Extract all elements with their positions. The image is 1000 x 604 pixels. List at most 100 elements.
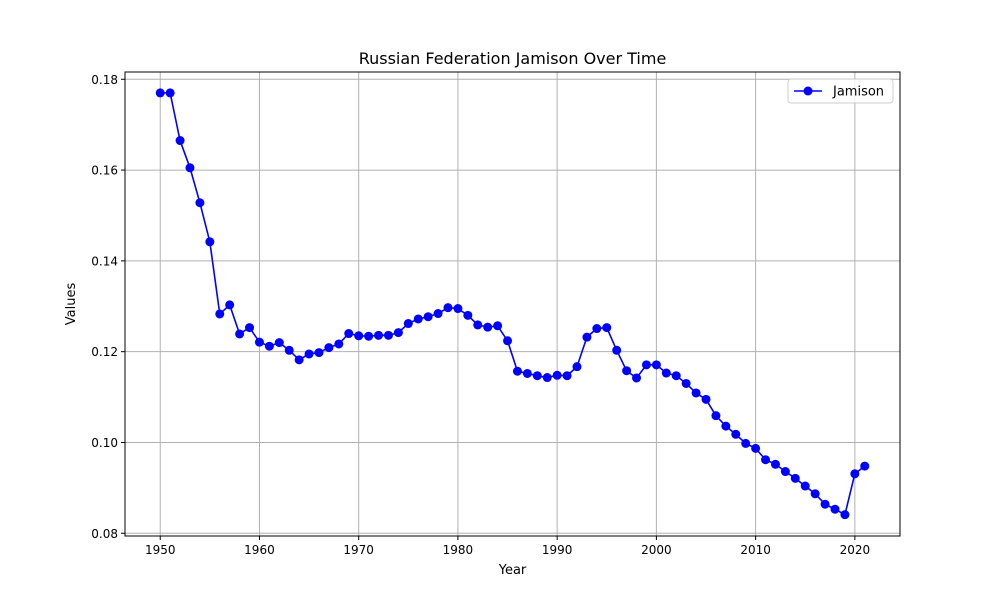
y-tick-label: 0.16 (91, 164, 118, 178)
data-point (562, 371, 572, 381)
data-point (522, 368, 532, 378)
grid-lines (125, 72, 900, 536)
data-point (770, 459, 780, 469)
data-point (731, 429, 741, 439)
data-point (374, 330, 384, 340)
data-point (512, 366, 522, 376)
series-layer (155, 88, 870, 520)
data-point (254, 337, 264, 347)
data-point (354, 331, 364, 341)
x-tick-label: 2010 (740, 543, 771, 557)
y-tick-label: 0.10 (91, 436, 118, 450)
data-point (800, 481, 810, 491)
data-point (612, 345, 622, 355)
data-point (215, 309, 225, 319)
x-tick-label: 1990 (542, 543, 573, 557)
data-point (790, 473, 800, 483)
data-point (820, 499, 830, 509)
data-point (552, 370, 562, 380)
data-point (205, 237, 215, 247)
data-point (393, 328, 403, 338)
data-point (622, 366, 632, 376)
data-point (433, 309, 443, 319)
data-point (413, 314, 423, 324)
legend-marker-swatch (803, 86, 813, 96)
data-point (463, 310, 473, 320)
data-point (185, 163, 195, 173)
data-point (383, 330, 393, 340)
data-point (532, 371, 542, 381)
y-tick-label: 0.12 (91, 345, 118, 359)
data-point (761, 455, 771, 465)
data-point (453, 304, 463, 314)
data-point (364, 331, 374, 341)
data-point (235, 329, 245, 339)
x-tick-label: 2020 (840, 543, 871, 557)
data-point (423, 312, 433, 322)
x-tick-label: 1950 (145, 543, 176, 557)
data-point (225, 300, 235, 310)
data-point (711, 411, 721, 421)
x-axis-ticks: 1950 1960 1970 1980 1990 2000 2010 2020 (145, 536, 870, 557)
data-point (165, 88, 175, 98)
chart-title: Russian Federation Jamison Over Time (359, 49, 667, 68)
data-point (493, 321, 503, 331)
data-point (661, 368, 671, 378)
legend: Jamison (787, 78, 894, 104)
data-point (403, 319, 413, 329)
y-tick-label: 0.08 (91, 527, 118, 541)
data-point (473, 320, 483, 330)
data-point (314, 348, 324, 358)
data-point (542, 373, 552, 383)
data-point (850, 469, 860, 479)
data-point (175, 136, 185, 146)
data-point (592, 324, 602, 334)
y-axis-label: Values (64, 283, 79, 326)
x-axis-label: Year (498, 563, 527, 578)
legend-box (787, 78, 894, 104)
x-tick-label: 1980 (443, 543, 474, 557)
data-point (671, 371, 681, 381)
plot-frame (124, 71, 901, 537)
data-point (284, 345, 294, 355)
data-point (443, 303, 453, 313)
y-tick-label: 0.18 (91, 73, 118, 87)
data-point (503, 336, 513, 346)
y-axis-ticks: 0.08 0.10 0.12 0.14 0.16 0.18 (91, 73, 125, 541)
data-point (155, 88, 165, 98)
data-point (483, 322, 493, 332)
data-point (641, 360, 651, 370)
data-point (830, 504, 840, 514)
data-point (195, 198, 205, 208)
data-point (860, 461, 870, 471)
data-point (701, 394, 711, 404)
data-point (582, 332, 592, 342)
data-point (810, 489, 820, 499)
data-point (572, 362, 582, 372)
data-point (294, 355, 304, 365)
data-point (691, 388, 701, 398)
data-point (304, 349, 314, 359)
data-point (344, 329, 354, 339)
x-tick-label: 2000 (641, 543, 672, 557)
data-point (721, 421, 731, 431)
data-point (334, 339, 344, 349)
data-point (651, 360, 661, 370)
data-point (681, 378, 691, 388)
data-point (264, 341, 274, 351)
data-point (324, 343, 334, 353)
data-point (245, 323, 255, 333)
y-tick-label: 0.14 (91, 254, 118, 268)
data-point (632, 373, 642, 383)
legend-label: Jamison (832, 85, 884, 100)
data-point (602, 323, 612, 333)
data-point (780, 467, 790, 477)
data-point (274, 338, 284, 348)
x-tick-label: 1960 (244, 543, 275, 557)
x-tick-label: 1970 (343, 543, 374, 557)
data-point (741, 438, 751, 448)
data-point (840, 510, 850, 520)
data-point (751, 443, 761, 453)
